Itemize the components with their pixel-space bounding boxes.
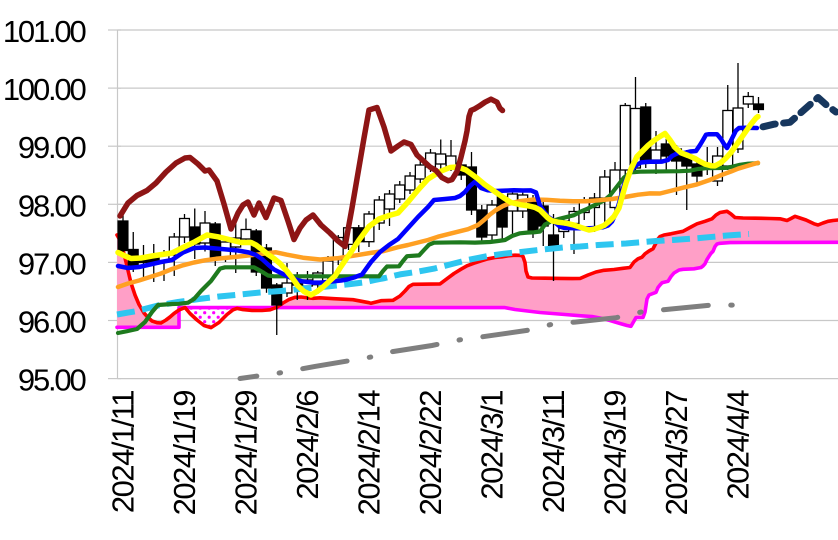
svg-text:2024/4/4: 2024/4/4 xyxy=(721,390,756,500)
svg-text:2024/3/1: 2024/3/1 xyxy=(475,391,510,500)
svg-text:98.00: 98.00 xyxy=(18,188,87,223)
svg-text:2024/2/6: 2024/2/6 xyxy=(290,391,325,500)
svg-text:2024/1/29: 2024/1/29 xyxy=(229,391,264,516)
svg-text:101.00: 101.00 xyxy=(3,14,87,49)
svg-text:2024/3/19: 2024/3/19 xyxy=(598,391,633,516)
svg-text:97.00: 97.00 xyxy=(18,246,87,281)
svg-text:2024/2/14: 2024/2/14 xyxy=(352,390,387,516)
svg-text:95.00: 95.00 xyxy=(18,363,87,398)
svg-text:2024/1/11: 2024/1/11 xyxy=(106,391,141,513)
svg-text:96.00: 96.00 xyxy=(18,305,87,340)
svg-text:99.00: 99.00 xyxy=(18,130,87,165)
svg-text:2024/3/11: 2024/3/11 xyxy=(536,391,571,513)
svg-text:100.00: 100.00 xyxy=(3,72,87,107)
svg-text:2024/1/19: 2024/1/19 xyxy=(167,391,202,516)
svg-text:2024/2/22: 2024/2/22 xyxy=(413,391,448,516)
svg-text:2024/3/27: 2024/3/27 xyxy=(659,391,694,516)
